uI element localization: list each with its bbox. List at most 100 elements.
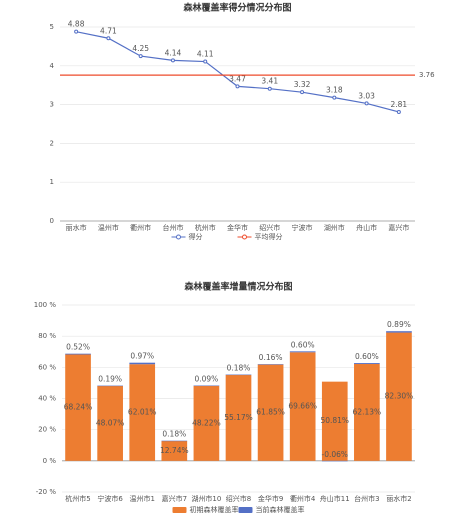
data-label: 3.18 [326,86,343,95]
data-label: 3.03 [358,91,375,100]
y-tick-label: 20 % [38,426,56,434]
y-tick-label: 0 [50,217,54,225]
bar [129,362,156,365]
legend-label: 当前森林覆盖率 [256,505,305,514]
legend-label: 初期森林覆盖率 [190,505,239,514]
data-label: 82.30% [385,392,414,401]
x-tick-label: 金华市9 [258,494,283,503]
x-tick-label: 嘉兴市7 [162,494,187,503]
point [267,86,272,91]
y-tick-label: 100 % [34,301,57,309]
data-label: 4.71 [100,26,117,35]
data-label: 2.81 [391,100,408,109]
data-label: 62.13% [353,407,382,416]
point [138,54,143,59]
x-tick-label: 温州市1 [129,494,154,503]
data-label: 50.81% [320,416,349,425]
bar [386,331,412,333]
data-label: 12.74% [160,446,189,455]
point [74,29,79,34]
data-label: 68.24% [64,403,93,412]
point [396,109,401,114]
point [235,84,240,89]
point [332,95,337,100]
bar [193,385,220,387]
bar [386,332,412,461]
point [300,90,305,95]
bar [257,364,284,365]
x-tick-label: 杭州市 [195,223,216,232]
data-label: 0.60% [355,352,379,361]
x-tick-label: 金华市 [227,223,248,232]
data-label: 0.19% [98,375,122,384]
y-tick-label: -20 % [36,488,57,496]
bar [225,374,252,461]
bar [97,385,123,461]
data-label: 61.85% [256,408,285,417]
chart-title: 森林覆盖率得分情况分布图 [183,2,291,14]
y-tick-label: 80 % [38,332,56,340]
x-tick-label: 舟山市 [356,223,377,232]
bar [289,351,316,353]
data-label: 0.60% [291,340,315,349]
bar [289,352,316,461]
data-label: 3.32 [294,80,311,89]
data-label: -0.06% [321,450,348,459]
bar [161,440,188,461]
legend-swatch [172,507,187,513]
legend-swatch [176,234,181,240]
x-tick-label: 绍兴市 [259,223,280,232]
data-label: 0.52% [66,343,90,352]
x-tick-label: 温州市 [98,223,119,232]
point [203,59,208,64]
legend-swatch [238,507,253,513]
legend-label: 得分 [189,232,203,241]
y-tick-label: 40 % [38,395,56,403]
y-tick-label: 3 [50,101,54,109]
data-label: 0.97% [130,352,154,361]
x-tick-label: 衢州市4 [290,494,316,503]
x-tick-label: 嘉兴市 [388,223,409,232]
data-label: 0.89% [387,320,411,329]
x-tick-label: 湖州市10 [191,494,221,503]
x-tick-label: 衢州市 [130,223,151,232]
bar [193,385,220,461]
data-label: 55.17% [224,413,253,422]
x-tick-label: 宁波市6 [97,494,123,503]
data-label: 62.01% [128,408,157,417]
bar [129,364,156,461]
legend-swatch [242,234,247,240]
data-label: 0.09% [194,375,218,384]
data-label: 69.66% [288,402,317,411]
y-tick-label: 0 % [43,457,57,465]
point [106,36,111,41]
bar [161,440,188,442]
y-tick-label: 2 [50,139,54,147]
point [170,58,175,63]
x-tick-label: 台州市 [162,223,183,232]
data-label: 3.47 [229,74,246,83]
y-tick-label: 60 % [38,363,56,371]
data-label: 0.18% [162,430,186,439]
y-tick-label: 5 [50,23,54,31]
x-tick-label: 绍兴市8 [226,494,251,503]
data-label: 0.16% [259,353,283,362]
y-tick-label: 4 [50,62,55,70]
bar [65,353,91,355]
legend-label: 平均得分 [255,232,283,241]
x-tick-label: 湖州市 [324,223,345,232]
data-label: 4.25 [132,44,149,53]
mark-line-label: 3.76 [419,71,435,79]
data-label: 3.41 [261,77,278,86]
x-tick-label: 丽水市2 [386,494,411,503]
x-tick-label: 舟山市11 [320,494,350,503]
bar [257,364,284,461]
bar [65,354,91,461]
bar [354,363,380,365]
data-label: 4.11 [197,50,214,59]
x-tick-label: 杭州市5 [65,494,90,503]
data-label: 48.22% [192,418,221,427]
bar [97,385,123,387]
x-tick-label: 宁波市 [292,223,313,232]
